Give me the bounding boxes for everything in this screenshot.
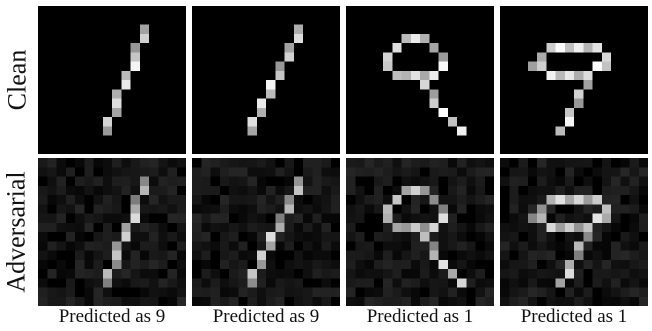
caption-image-4: Predicted as 1 (520, 306, 628, 327)
adversarial-image-2 (192, 158, 340, 306)
clean-image-2 (192, 6, 340, 154)
row-label-adversarial-text: Adversarial (2, 171, 31, 293)
adversarial-image-1 (38, 158, 186, 306)
row-label-clean-text: Clean (2, 49, 31, 111)
row-label-clean: Clean (0, 6, 34, 154)
caption-image-2: Predicted as 9 (212, 306, 320, 327)
adversarial-image-3 (346, 158, 494, 306)
clean-image-4 (500, 6, 648, 154)
caption-image-1: Predicted as 9 (58, 306, 166, 327)
adversarial-image-4 (500, 158, 648, 306)
caption-image-3: Predicted as 1 (366, 306, 474, 327)
clean-image-3 (346, 6, 494, 154)
clean-image-1 (38, 6, 186, 154)
row-label-adversarial: Adversarial (0, 158, 34, 306)
